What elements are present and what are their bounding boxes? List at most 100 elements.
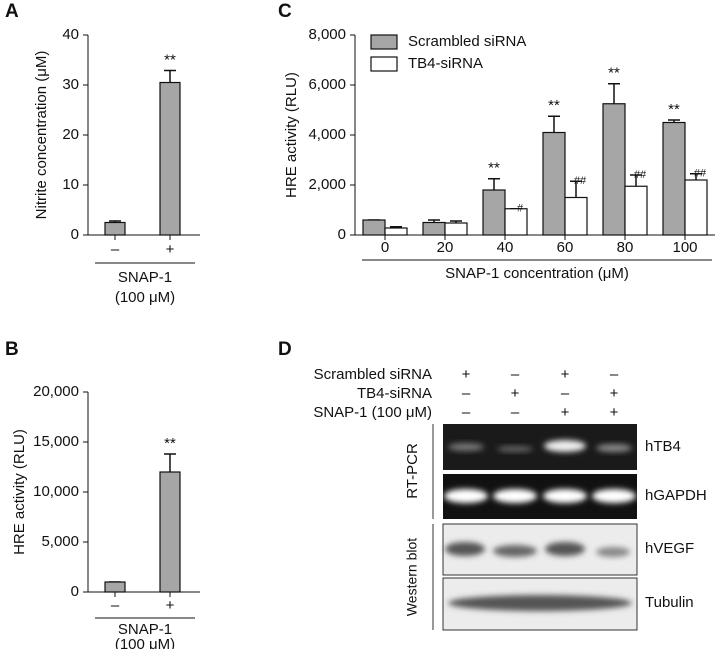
sign: – [610,366,619,383]
bar [662,121,686,236]
y-tick-label: 4,000 [308,126,346,143]
x-tick-label: – [111,241,120,258]
bar [444,222,468,236]
sign: + [561,404,570,421]
significance-label: ** [164,51,176,68]
bar [159,471,181,593]
band [444,489,488,503]
y-tick-label: 6,000 [308,76,346,93]
y-axis-label: HRE activity (RLU) [11,429,28,555]
y-tick-label: 40 [62,26,79,43]
y-tick-label: 10 [62,176,79,193]
bar [542,131,566,236]
sign: – [462,404,471,421]
bar [159,81,181,236]
legend-swatch [370,56,398,72]
y-tick-label: 2,000 [308,176,346,193]
significance-label: ** [548,97,560,114]
band [596,547,630,557]
bar [104,581,126,593]
y-axis-label: HRE activity (RLU) [283,72,300,198]
x-tick-label: 60 [557,239,574,256]
panel-letter: C [278,1,292,22]
y-tick-label: 15,000 [33,433,79,450]
x-axis-label: (100 μM) [115,289,175,306]
sign: – [561,385,570,402]
x-tick-label: + [166,241,175,258]
panel-letter: D [278,339,292,360]
significance-label: ## [634,169,647,181]
y-axis-label: Nitrite concentration (μM) [33,51,50,220]
significance-label: ## [574,175,587,187]
band [544,440,586,452]
bar [684,179,708,236]
y-tick-label: 10,000 [33,483,79,500]
sign: – [462,385,471,402]
band-label: hGAPDH [645,487,707,504]
x-axis-label: (100 μM) [115,636,175,649]
bar [564,196,588,236]
x-axis-label: SNAP-1 [118,269,172,286]
x-tick-label: 80 [617,239,634,256]
band [445,542,485,556]
band [545,542,585,556]
row-label: SNAP-1 (100 μM) [313,404,432,421]
bar [104,221,126,236]
x-tick-label: – [111,597,120,614]
gel-images [432,424,638,631]
sign: + [610,404,619,421]
band-label: hTB4 [645,438,681,455]
bar [504,208,528,236]
sign: + [511,385,520,402]
bar [482,189,506,236]
band [493,545,537,557]
x-tick-label: 100 [672,239,697,256]
x-axis-label: SNAP-1 [118,621,172,638]
band-label: Tubulin [645,594,694,611]
y-tick-label: 20,000 [33,383,79,400]
band [448,443,484,451]
panel-letter: A [5,1,19,22]
sign: + [561,366,570,383]
legend-label: Scrambled siRNA [408,33,526,50]
significance-label: ** [164,435,176,452]
legend-label: TB4-siRNA [408,55,483,72]
y-tick-label: 0 [71,226,79,243]
band [592,489,636,503]
significance-label: ** [488,160,500,177]
sign: + [462,366,471,383]
band [596,444,632,452]
y-tick-label: 20 [62,126,79,143]
y-tick-label: 8,000 [308,26,346,43]
band [448,595,632,611]
row-label: Scrambled siRNA [314,366,432,383]
panel-letter: B [5,339,19,360]
band [497,446,533,452]
x-tick-label: + [166,597,175,614]
sign: – [511,366,520,383]
band [493,489,537,503]
y-tick-label: 0 [71,583,79,600]
bar [384,227,408,236]
significance-label: ** [608,65,620,82]
band [543,489,587,503]
band-label: hVEGF [645,540,694,557]
x-axis-label: SNAP-1 concentration (μM) [445,265,629,282]
sign: + [610,385,619,402]
bar [624,185,648,236]
bar [422,221,446,236]
sign: – [511,404,520,421]
significance-label: # [517,203,524,215]
group-label: Western blot [404,538,420,616]
significance-label: ## [694,168,707,180]
x-tick-label: 40 [497,239,514,256]
y-tick-label: 0 [338,226,346,243]
y-tick-label: 5,000 [41,533,79,550]
bar [362,219,386,236]
x-tick-label: 0 [381,239,389,256]
y-tick-label: 30 [62,76,79,93]
bar [602,103,626,236]
row-label: TB4-siRNA [357,385,432,402]
legend-swatch [370,34,398,50]
